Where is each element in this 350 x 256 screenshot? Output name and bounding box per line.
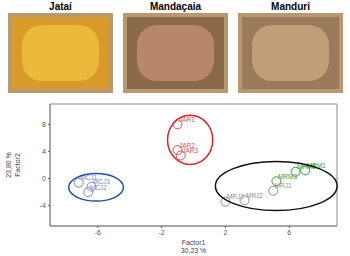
svg-text:MCJ2: MCJ2 bbox=[89, 183, 107, 191]
svg-text:23,80 %: 23,80 % bbox=[5, 152, 12, 178]
svg-text:MRM2: MRM2 bbox=[297, 163, 317, 170]
html-text:Factor1: Factor1 bbox=[181, 239, 206, 246]
svg-text:JAR1: JAR1 bbox=[179, 116, 195, 123]
svg-text:6: 6 bbox=[287, 229, 291, 236]
svg-text:0: 0 bbox=[42, 175, 46, 182]
svg-text:MRJ2: MRJ2 bbox=[246, 192, 263, 199]
html-text:Jataí: Jataí bbox=[49, 1, 72, 12]
svg-text:-4: -4 bbox=[40, 202, 46, 209]
svg-text:Factor2: Factor2 bbox=[14, 153, 21, 177]
svg-text:MRM3: MRM3 bbox=[278, 173, 298, 180]
svg-text:MRJ3: MRJ3 bbox=[227, 193, 244, 200]
svg-text:2: 2 bbox=[223, 229, 227, 236]
svg-text:MRJ1: MRJ1 bbox=[275, 182, 292, 189]
svg-text:4: 4 bbox=[42, 148, 46, 155]
svg-text:MRM1: MRM1 bbox=[306, 161, 326, 169]
svg-text:JAR3: JAR3 bbox=[182, 147, 198, 154]
html-text:30,23 %: 30,23 % bbox=[180, 247, 207, 254]
svg-text:8: 8 bbox=[42, 121, 46, 128]
html-text:Mandaçaia: Mandaçaia bbox=[149, 1, 202, 12]
svg-text:-6: -6 bbox=[95, 229, 101, 236]
svg-text:-2: -2 bbox=[158, 229, 164, 236]
svg-text:MCJ3: MCJ3 bbox=[93, 178, 110, 185]
html-text:Manduri: Manduri bbox=[271, 1, 310, 12]
svg-text:MCJ1: MCJ1 bbox=[80, 174, 98, 182]
svg-text:JAR2: JAR2 bbox=[179, 141, 195, 149]
